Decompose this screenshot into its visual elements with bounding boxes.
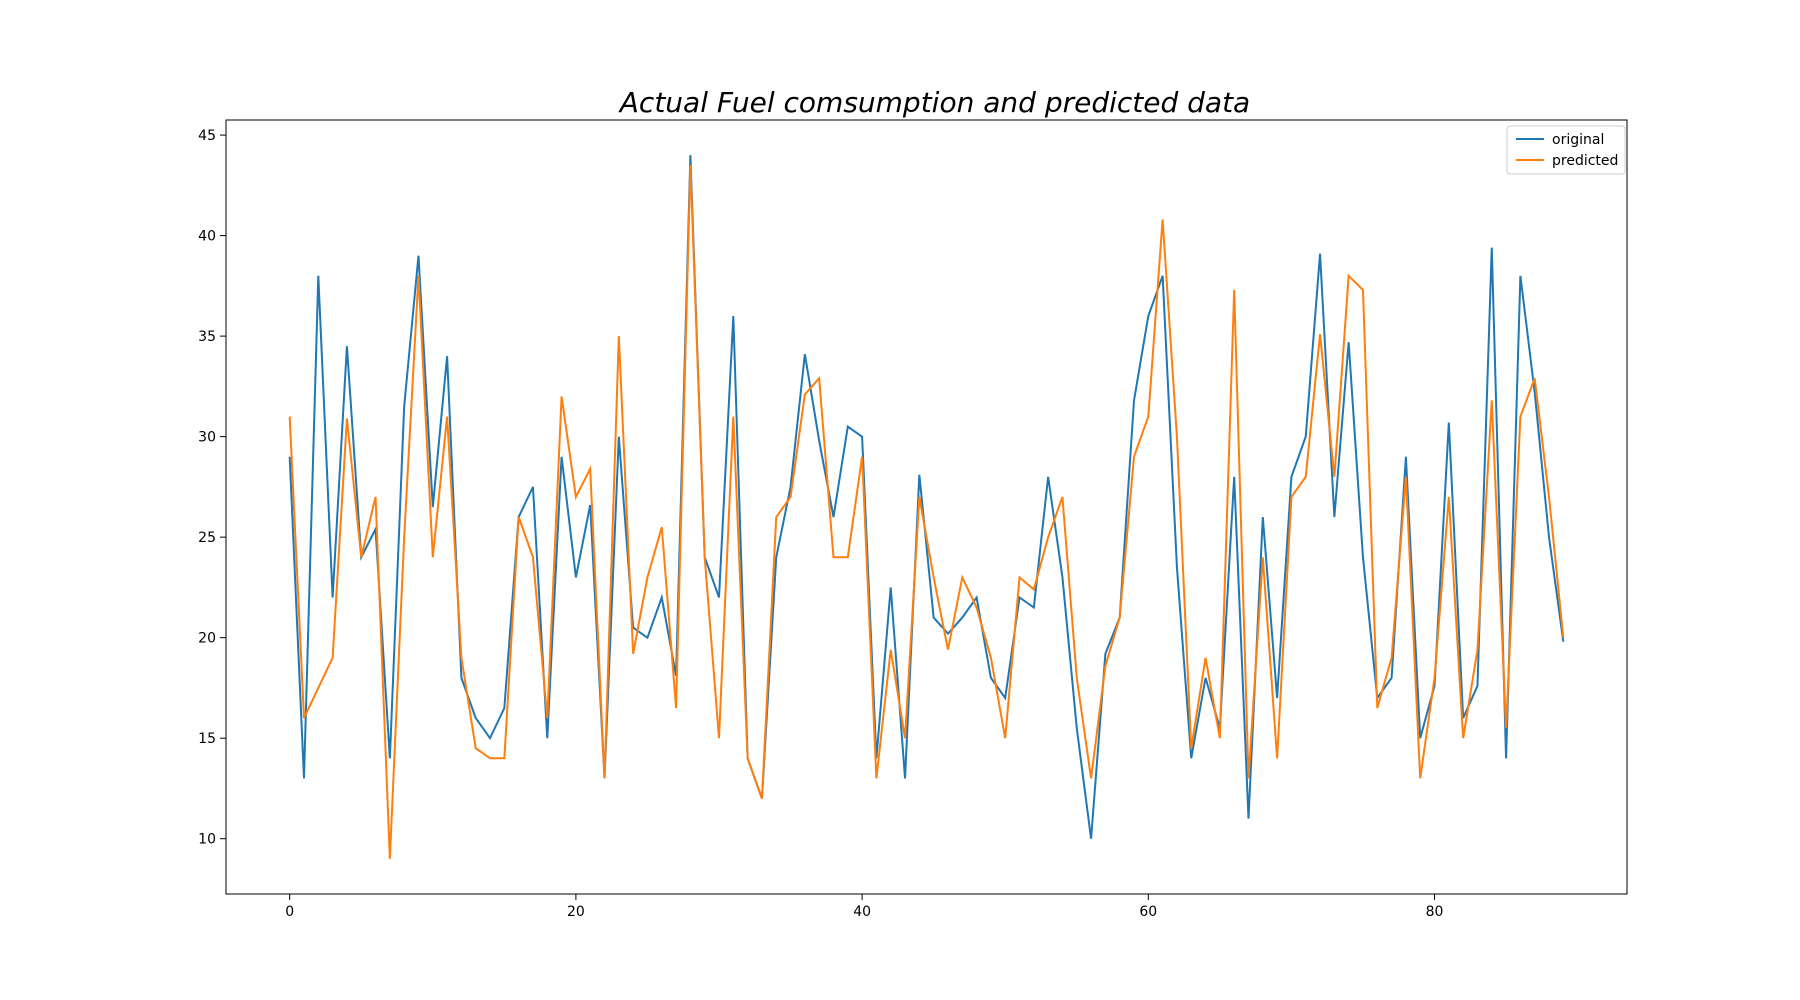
y-tick-label-20: 20 xyxy=(198,631,216,647)
plot-area: 0 20 40 60 80 10 15 20 25 30 35 40 45 xyxy=(198,119,1628,920)
x-tick-label-0: 0 xyxy=(285,904,294,920)
chart-title: Actual Fuel comsumption and predicted da… xyxy=(618,86,1250,119)
y-tick-label-35: 35 xyxy=(198,329,216,345)
legend: original predicted xyxy=(1506,125,1626,175)
series-lines xyxy=(288,155,1565,859)
x-tick-label-20: 20 xyxy=(567,904,585,920)
legend-label-predicted: predicted xyxy=(1552,153,1618,169)
y-tick-label-25: 25 xyxy=(198,530,216,546)
series-line-predicted xyxy=(288,165,1565,859)
axes-frame xyxy=(225,119,1628,895)
y-tick-label-40: 40 xyxy=(198,229,216,245)
series-line-original xyxy=(288,155,1565,839)
y-tick-label-15: 15 xyxy=(198,731,216,747)
y-tick-label-10: 10 xyxy=(198,832,216,848)
y-tick-label-30: 30 xyxy=(198,430,216,446)
y-tick-label-45: 45 xyxy=(198,128,216,144)
x-tick-label-40: 40 xyxy=(853,904,871,920)
x-tick-label-60: 60 xyxy=(1139,904,1157,920)
legend-label-original: original xyxy=(1552,132,1604,148)
x-tick-label-80: 80 xyxy=(1426,904,1444,920)
x-axis: 0 20 40 60 80 xyxy=(285,894,1443,920)
y-axis: 10 15 20 25 30 35 40 45 xyxy=(198,128,226,848)
